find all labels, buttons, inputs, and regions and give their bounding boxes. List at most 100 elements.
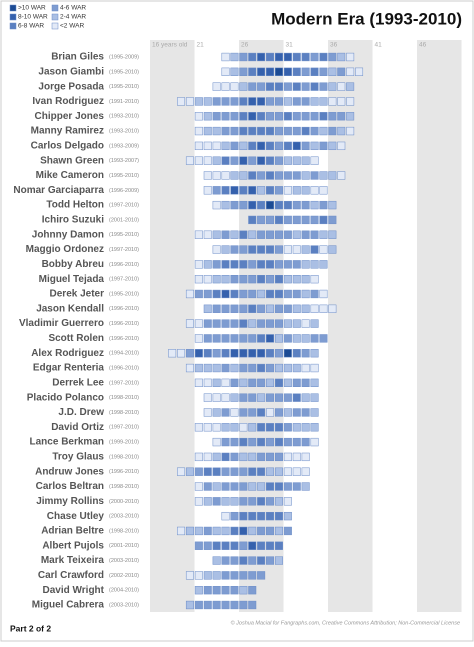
season-square	[319, 260, 328, 269]
season-square	[274, 97, 283, 106]
season-square	[185, 526, 194, 536]
season-square	[185, 289, 194, 299]
player-years: (2002-2010)	[109, 573, 139, 579]
player-years: (2001-2010)	[109, 217, 139, 223]
season-square	[221, 437, 230, 447]
season-square	[274, 452, 283, 462]
season-square	[212, 334, 221, 343]
player-name: Derrek Lee	[52, 377, 104, 388]
season-square	[283, 304, 292, 313]
season-square	[301, 334, 310, 343]
season-square	[319, 82, 328, 91]
season-square	[283, 319, 292, 328]
season-square	[212, 586, 221, 595]
player-name: Carl Crawford	[38, 570, 104, 581]
season-square	[283, 82, 292, 91]
season-square	[194, 541, 203, 550]
season-square	[203, 586, 212, 595]
season-square	[283, 378, 292, 387]
player-years: (1998-2010)	[109, 395, 139, 401]
season-square	[266, 200, 275, 210]
player-years: (2003-2010)	[109, 558, 139, 564]
season-square	[221, 289, 230, 299]
season-square	[239, 497, 248, 506]
season-square	[283, 393, 292, 402]
season-square	[248, 511, 257, 521]
season-square	[292, 112, 301, 121]
season-square	[212, 526, 221, 536]
season-square	[230, 289, 239, 299]
season-square	[221, 349, 230, 358]
season-square	[292, 82, 301, 91]
season-square	[212, 363, 221, 373]
season-square	[283, 275, 292, 284]
season-square	[212, 245, 221, 254]
season-square	[301, 319, 310, 328]
player-name: Carlos Delgado	[31, 141, 104, 152]
player-name: David Ortiz	[51, 422, 104, 433]
season-square	[328, 230, 337, 239]
season-square	[266, 156, 275, 165]
season-square	[283, 452, 292, 462]
season-square	[301, 467, 310, 476]
season-square	[328, 141, 337, 151]
player-name: Chipper Jones	[35, 111, 105, 122]
season-square	[257, 200, 266, 210]
season-square	[203, 600, 212, 610]
season-square	[337, 112, 346, 121]
season-square	[310, 67, 319, 76]
season-square	[239, 319, 248, 328]
season-square	[212, 141, 221, 151]
season-square	[283, 186, 292, 195]
season-square	[301, 67, 310, 76]
season-square	[212, 467, 221, 476]
player-years: (2003-2010)	[109, 514, 139, 520]
legend-swatch	[9, 22, 17, 30]
season-square	[212, 260, 221, 269]
player-name: Ivan Rodriguez	[32, 96, 104, 107]
season-square	[283, 156, 292, 165]
player-years: (1995-2010)	[109, 173, 139, 179]
season-square	[283, 67, 292, 76]
season-square	[194, 275, 203, 284]
season-square	[257, 408, 266, 417]
season-square	[292, 452, 301, 462]
season-square	[239, 260, 248, 269]
season-square	[283, 200, 292, 210]
season-square	[221, 245, 230, 254]
season-square	[292, 408, 301, 417]
season-square	[239, 156, 248, 165]
season-square	[248, 112, 257, 121]
season-square	[301, 97, 310, 106]
season-square	[230, 600, 239, 610]
season-square	[221, 467, 230, 476]
season-square	[274, 52, 283, 62]
season-square	[301, 171, 310, 180]
season-square	[257, 67, 266, 76]
season-square	[221, 260, 230, 269]
season-square	[257, 541, 266, 550]
season-square	[266, 97, 275, 106]
season-square	[337, 82, 346, 91]
season-square	[230, 437, 239, 447]
season-square	[230, 541, 239, 550]
season-square	[274, 171, 283, 180]
season-square	[319, 200, 328, 210]
season-square	[257, 393, 266, 402]
season-square	[257, 97, 266, 106]
player-years: (1997-2010)	[109, 277, 139, 283]
player-name: Scott Rolen	[48, 333, 104, 344]
season-square	[221, 156, 230, 165]
x-tick-label: 36	[330, 42, 338, 49]
season-square	[266, 52, 275, 62]
season-square	[221, 126, 230, 136]
player-years: (1997-2010)	[109, 203, 139, 209]
season-square	[168, 349, 177, 358]
season-square	[212, 452, 221, 462]
player-years: (2000-2010)	[109, 499, 139, 505]
season-square	[239, 200, 248, 210]
season-square	[319, 245, 328, 254]
season-square	[292, 423, 301, 432]
season-square	[274, 260, 283, 269]
season-square	[301, 156, 310, 165]
